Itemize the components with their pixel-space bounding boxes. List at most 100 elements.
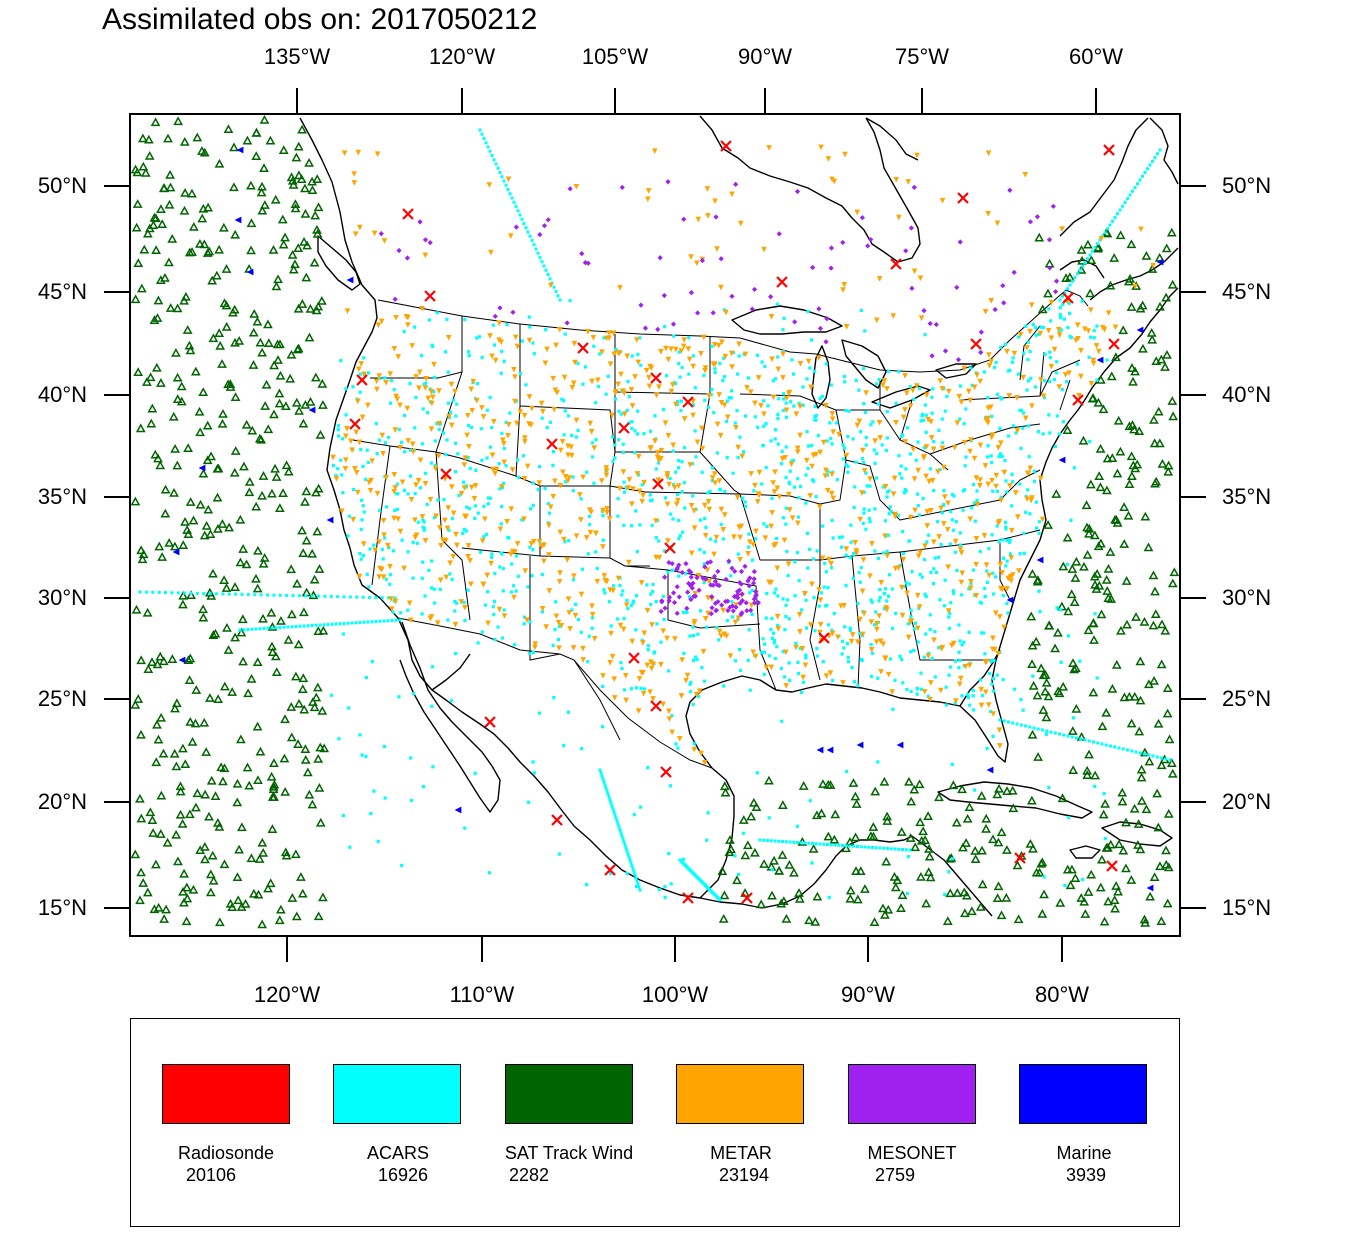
mesonet-marker bbox=[666, 559, 672, 566]
sat-track-wind-marker bbox=[291, 671, 301, 681]
yucatan-coastline bbox=[699, 835, 913, 909]
acars-marker bbox=[951, 528, 956, 532]
metar-marker bbox=[401, 565, 407, 572]
acars-marker bbox=[645, 583, 649, 587]
metar-marker bbox=[893, 420, 899, 426]
acars-marker bbox=[500, 175, 504, 179]
metar-marker bbox=[836, 431, 842, 438]
metar-marker bbox=[1078, 347, 1084, 354]
acars-marker bbox=[784, 445, 788, 449]
mesonet-marker bbox=[1011, 269, 1017, 275]
sat-track-wind-marker bbox=[140, 168, 151, 177]
acars-marker bbox=[824, 570, 828, 574]
acars-marker bbox=[408, 381, 412, 386]
acars-marker bbox=[603, 783, 607, 787]
acars-marker bbox=[634, 509, 638, 513]
metar-marker bbox=[646, 383, 653, 390]
sat-track-wind-marker bbox=[992, 789, 1003, 799]
acars-marker bbox=[773, 377, 778, 381]
acars-marker bbox=[842, 446, 847, 450]
acars-marker bbox=[176, 591, 180, 595]
acars-marker bbox=[278, 593, 282, 597]
sat-track-wind-marker bbox=[1130, 366, 1140, 376]
sat-track-wind-marker bbox=[1146, 327, 1157, 337]
acars-marker bbox=[1010, 360, 1015, 364]
acars-marker bbox=[1141, 174, 1144, 178]
sat-track-wind-marker bbox=[203, 504, 214, 514]
mesonet-marker bbox=[933, 321, 939, 328]
sat-track-wind-marker bbox=[1067, 726, 1078, 735]
sat-track-wind-marker bbox=[305, 396, 316, 406]
acars-marker bbox=[973, 788, 977, 792]
acars-marker bbox=[391, 549, 396, 553]
metar-marker bbox=[735, 444, 742, 451]
acars-marker bbox=[1053, 731, 1057, 735]
metar-marker bbox=[615, 575, 622, 582]
metar-marker bbox=[935, 468, 941, 475]
metar-marker bbox=[802, 662, 809, 669]
metar-marker bbox=[902, 373, 908, 379]
sat-track-wind-marker bbox=[299, 704, 310, 714]
sat-track-wind-marker bbox=[290, 203, 301, 213]
metar-marker bbox=[437, 577, 444, 584]
metar-marker bbox=[670, 442, 677, 449]
metar-marker bbox=[644, 662, 651, 669]
acars-marker bbox=[607, 600, 611, 604]
acars-marker bbox=[725, 619, 729, 623]
sat-track-wind-marker bbox=[1088, 618, 1099, 628]
acars-marker bbox=[1024, 510, 1028, 515]
acars-marker bbox=[532, 771, 536, 775]
acars-marker bbox=[259, 593, 263, 597]
metar-marker bbox=[428, 614, 435, 620]
mesonet-marker bbox=[817, 325, 824, 332]
acars-marker bbox=[612, 810, 616, 814]
acars-marker bbox=[676, 459, 681, 463]
mesonet-marker bbox=[751, 286, 758, 293]
acars-marker bbox=[968, 703, 972, 707]
acars-marker bbox=[868, 520, 872, 524]
sat-track-wind-marker bbox=[203, 202, 213, 212]
acars-marker bbox=[777, 397, 781, 401]
sat-track-wind-marker bbox=[171, 348, 181, 357]
acars-marker bbox=[469, 425, 474, 429]
metar-marker bbox=[629, 638, 636, 645]
acars-marker bbox=[386, 435, 391, 439]
acars-marker bbox=[609, 801, 613, 805]
metar-marker bbox=[557, 482, 564, 489]
sat-track-wind-marker bbox=[1026, 795, 1037, 805]
metar-marker bbox=[807, 622, 814, 628]
sat-track-wind-marker bbox=[178, 540, 189, 550]
sat-track-wind-marker bbox=[149, 315, 160, 325]
acars-marker bbox=[975, 489, 979, 493]
sat-track-wind-marker bbox=[868, 822, 879, 831]
acars-marker bbox=[869, 643, 873, 647]
marine-marker bbox=[346, 276, 354, 284]
acars-marker bbox=[639, 363, 643, 367]
sat-track-wind-marker bbox=[1043, 691, 1054, 701]
mesonet-marker bbox=[396, 247, 402, 254]
acars-marker bbox=[341, 632, 345, 636]
acars-marker bbox=[772, 631, 776, 635]
sat-track-wind-marker bbox=[996, 827, 1007, 837]
sat-track-wind-marker bbox=[205, 887, 216, 897]
acars-marker bbox=[808, 799, 812, 803]
sat-track-wind-marker bbox=[1068, 765, 1079, 774]
mesonet-marker bbox=[708, 582, 714, 588]
acars-marker bbox=[646, 644, 650, 648]
sat-track-wind-marker bbox=[1040, 686, 1051, 696]
sat-track-wind-marker bbox=[309, 257, 320, 267]
metar-marker bbox=[877, 638, 884, 645]
sat-track-wind-marker bbox=[151, 362, 162, 372]
acars-marker bbox=[496, 166, 500, 170]
acars-marker bbox=[368, 595, 371, 599]
metar-marker bbox=[552, 478, 558, 485]
acars-marker bbox=[1001, 594, 1005, 598]
metar-marker bbox=[536, 538, 543, 545]
acars-marker bbox=[731, 471, 735, 475]
metar-marker bbox=[573, 183, 580, 190]
metar-marker bbox=[611, 676, 618, 682]
acars-marker bbox=[670, 568, 674, 572]
acars-marker bbox=[762, 424, 766, 428]
acars-marker bbox=[994, 575, 998, 579]
mesonet-marker bbox=[840, 239, 846, 246]
